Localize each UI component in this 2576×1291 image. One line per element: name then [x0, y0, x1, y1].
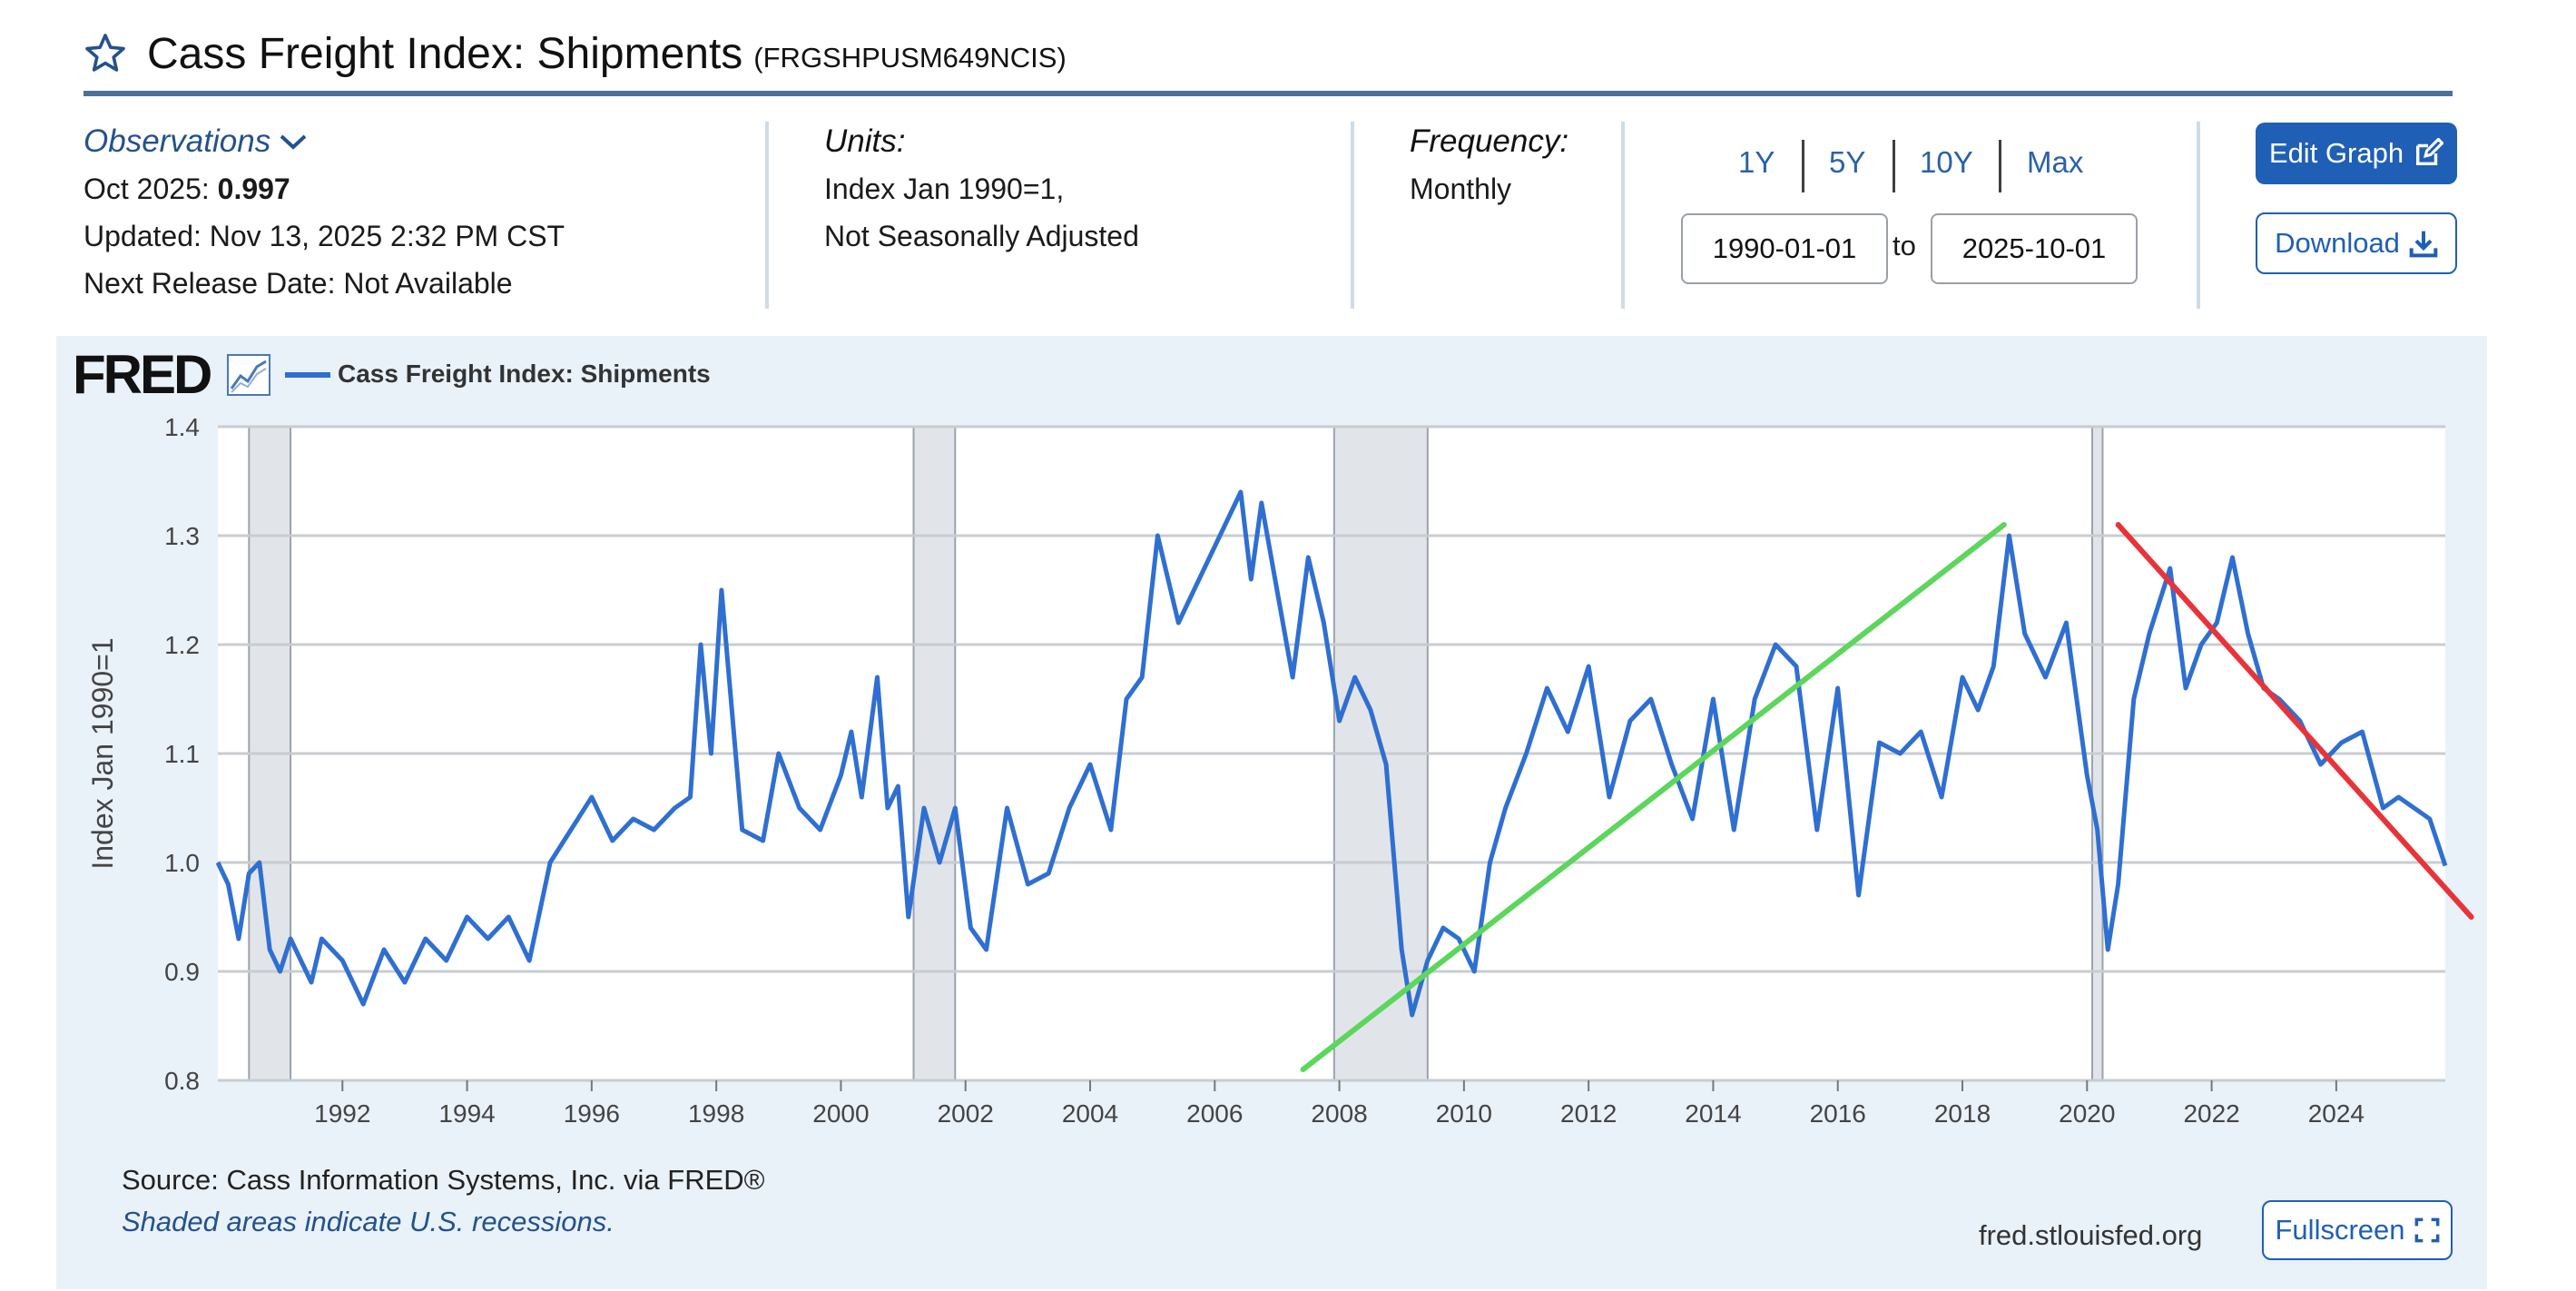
- latest-value: 0.997: [217, 172, 290, 205]
- observations-block: Observations Oct 2025: 0.997 Updated: No…: [84, 118, 565, 307]
- x-tick-label: 1994: [438, 1099, 495, 1128]
- range-5y-button[interactable]: 5Y: [1829, 145, 1866, 179]
- source-text: Source: Cass Information Systems, Inc. v…: [122, 1164, 765, 1196]
- edit-graph-button[interactable]: Edit Graph: [2256, 123, 2457, 184]
- units-line-1: Index Jan 1990=1,: [824, 172, 1065, 205]
- y-tick-label: 0.9: [164, 958, 200, 986]
- x-tick-label: 1998: [688, 1099, 744, 1128]
- x-tick-label: 2018: [1934, 1099, 1991, 1128]
- edit-graph-label: Edit Graph: [2268, 137, 2404, 169]
- green-trend-line: [1300, 522, 2007, 1072]
- end-date-input[interactable]: 2025-10-01: [1931, 213, 2138, 284]
- x-tick-label: 1992: [314, 1099, 370, 1128]
- x-tick-label: 2008: [1311, 1099, 1367, 1128]
- series-header: Cass Freight Index: Shipments (FRGSHPUSM…: [84, 16, 2453, 96]
- y-tick-label: 1.3: [164, 522, 200, 550]
- download-icon: [2409, 231, 2438, 258]
- divider: [1621, 122, 1625, 309]
- site-url[interactable]: fred.stlouisfed.org: [1979, 1219, 2203, 1251]
- next-release-text: Next Release Date: Not Available: [84, 267, 513, 300]
- x-tick-label: 2004: [1062, 1099, 1118, 1128]
- y-tick-label: 0.8: [164, 1067, 200, 1095]
- units-label: Units:: [824, 123, 906, 159]
- divider: [2197, 122, 2200, 309]
- divider: [1999, 140, 2001, 192]
- frequency-label: Frequency:: [1410, 123, 1569, 159]
- units-block: Units: Index Jan 1990=1, Not Seasonally …: [824, 118, 1139, 260]
- edit-icon: [2416, 138, 2444, 166]
- series-id: (FRGSHPUSM649NCIS): [753, 42, 1067, 74]
- frequency-value: Monthly: [1410, 172, 1512, 205]
- x-tick-label: 2022: [2183, 1099, 2239, 1128]
- x-tick-label: 2012: [1560, 1099, 1617, 1128]
- divider: [1351, 122, 1354, 309]
- x-tick-label: 1996: [564, 1099, 620, 1128]
- x-tick-label: 2010: [1436, 1099, 1492, 1128]
- frequency-block: Frequency: Monthly: [1410, 118, 1568, 212]
- legend-swatch: [285, 372, 330, 378]
- recession-note[interactable]: Shaded areas indicate U.S. recessions.: [122, 1206, 615, 1237]
- x-tick-label: 2002: [938, 1099, 994, 1128]
- x-tick-label: 2000: [812, 1099, 869, 1128]
- download-label: Download: [2275, 227, 2400, 259]
- to-label: to: [1893, 230, 1916, 261]
- observations-toggle[interactable]: Observations: [84, 118, 565, 165]
- units-line-2: Not Seasonally Adjusted: [824, 220, 1139, 252]
- x-tick-label: 2024: [2308, 1099, 2365, 1128]
- fullscreen-icon: [2414, 1217, 2439, 1243]
- y-tick-label: 1.4: [164, 413, 200, 441]
- start-date-input[interactable]: 1990-01-01: [1681, 213, 1888, 284]
- range-1y-button[interactable]: 1Y: [1738, 145, 1775, 179]
- fred-logo: FRED: [73, 344, 212, 405]
- x-tick-label: 2020: [2059, 1099, 2115, 1128]
- latest-observation: Oct 2025: 0.997: [84, 165, 565, 212]
- range-10y-button[interactable]: 10Y: [1920, 145, 1973, 179]
- chart-type-icon: [227, 354, 270, 396]
- x-tick-label: 2016: [1810, 1099, 1866, 1128]
- red-trend-line: [2115, 522, 2474, 920]
- y-tick-label: 1.1: [164, 740, 200, 768]
- divider: [765, 122, 769, 309]
- x-tick-label: 2014: [1685, 1099, 1741, 1128]
- y-axis-label: Index Jan 1990=1: [86, 637, 119, 869]
- x-tick-label: 2006: [1186, 1099, 1243, 1128]
- legend-label: Cass Freight Index: Shipments: [338, 360, 711, 388]
- graph-panel: FRED Cass Freight Index: Shipments 0.8 0.…: [56, 336, 2487, 1289]
- divider: [1893, 140, 1895, 192]
- download-button[interactable]: Download: [2256, 212, 2457, 274]
- star-icon[interactable]: [84, 32, 127, 75]
- divider: [1802, 140, 1804, 192]
- fullscreen-button[interactable]: Fullscreen: [2262, 1200, 2453, 1260]
- y-tick-label: 1.0: [164, 849, 200, 877]
- page-title: Cass Freight Index: Shipments: [147, 29, 743, 78]
- updated-text: Updated: Nov 13, 2025 2:32 PM CST: [84, 220, 565, 252]
- line-chart: 0.8 0.9 1.0 1.1 1.2 1.3 1.4 1992 1994 1996 1998 200…: [86, 413, 2474, 1128]
- y-tick-label: 1.2: [164, 631, 200, 659]
- chevron-down-icon: [280, 134, 307, 150]
- observations-label: Observations: [84, 123, 271, 159]
- range-max-button[interactable]: Max: [2027, 145, 2084, 179]
- latest-period: Oct 2025:: [84, 172, 210, 205]
- fullscreen-label: Fullscreen: [2275, 1214, 2405, 1246]
- series-line: [215, 489, 2448, 1018]
